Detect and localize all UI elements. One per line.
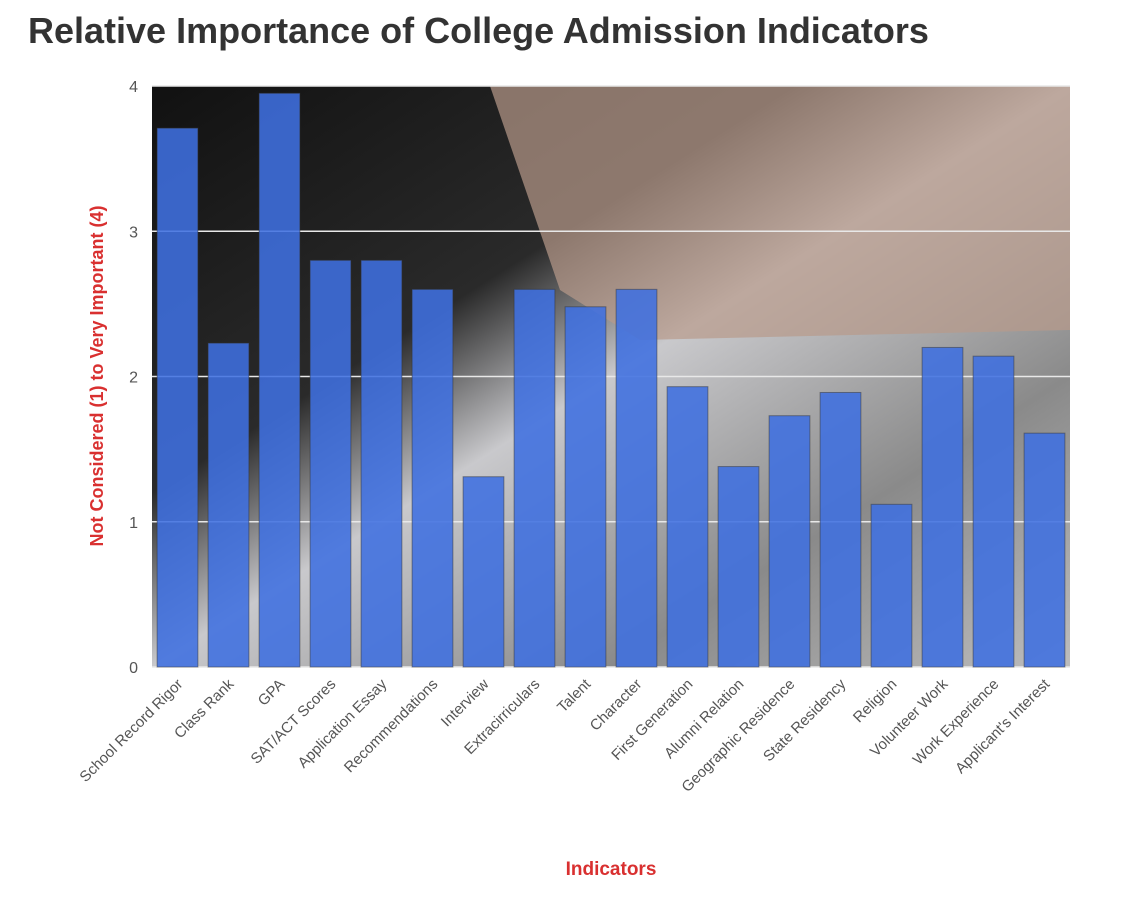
x-axis-label: Indicators: [566, 859, 657, 880]
bar[interactable]: [1023, 432, 1066, 668]
bar[interactable]: [513, 288, 556, 668]
plot-background-hand: [490, 86, 1070, 340]
x-tick-label: Application Essay: [295, 675, 391, 771]
bar[interactable]: [615, 288, 658, 668]
bar[interactable]: [360, 259, 403, 668]
bar[interactable]: [768, 415, 811, 668]
x-tick-label: Religion: [850, 676, 900, 726]
bar[interactable]: [258, 92, 301, 668]
y-tick-label: 3: [129, 224, 138, 241]
y-tick-label: 1: [129, 515, 138, 532]
bar[interactable]: [309, 259, 352, 668]
y-tick-label: 2: [129, 370, 138, 387]
x-tick-label: GPA: [255, 676, 289, 710]
x-tick-label: Applicant's Interest: [952, 675, 1054, 777]
x-tick-label: Talent: [554, 675, 595, 716]
bar[interactable]: [564, 306, 607, 668]
x-tick-label: School Record Rigor: [76, 676, 186, 786]
y-tick-label: 0: [129, 660, 138, 677]
bar[interactable]: [207, 342, 250, 668]
x-tick-label: Recommendations: [341, 676, 441, 776]
bar[interactable]: [870, 503, 913, 668]
bar[interactable]: [462, 476, 505, 668]
y-tick-label: 4: [129, 79, 138, 96]
bar[interactable]: [411, 288, 454, 668]
bar[interactable]: [972, 355, 1015, 668]
x-tick-label: Work Experience: [910, 676, 1003, 769]
bar[interactable]: [717, 466, 760, 668]
bar[interactable]: [921, 346, 964, 668]
bar[interactable]: [666, 386, 709, 668]
y-axis-label: Not Considered (1) to Very Important (4): [87, 205, 107, 546]
chart-title: Relative Importance of College Admission…: [28, 10, 929, 51]
bar[interactable]: [156, 127, 199, 668]
bar[interactable]: [819, 391, 862, 668]
